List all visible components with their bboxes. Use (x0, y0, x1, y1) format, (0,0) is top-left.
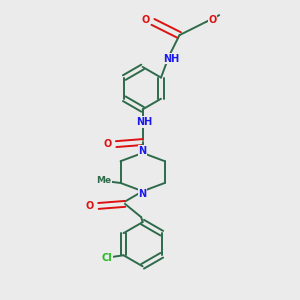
Text: Me: Me (96, 176, 111, 185)
Text: NH: NH (164, 54, 180, 64)
Text: N: N (139, 146, 147, 156)
Text: O: O (142, 15, 150, 25)
Text: O: O (103, 139, 111, 149)
Text: N: N (139, 189, 147, 199)
Text: NH: NH (136, 117, 152, 127)
Text: Cl: Cl (101, 253, 112, 262)
Text: O: O (208, 15, 217, 26)
Text: O: O (85, 201, 94, 211)
